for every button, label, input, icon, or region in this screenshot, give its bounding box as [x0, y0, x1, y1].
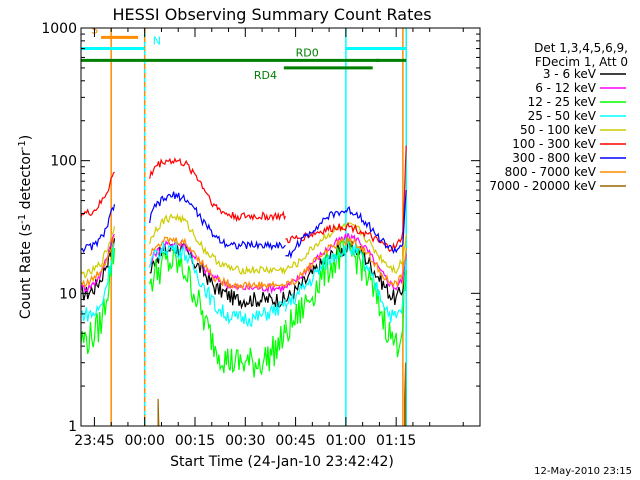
footer-date: 12-May-2010 23:15: [534, 466, 632, 477]
series-line-3: [149, 241, 287, 328]
series-line-1: [149, 239, 286, 295]
series-line-8: [404, 362, 407, 426]
series-line-4: [81, 226, 116, 279]
x-tick-label: 00:30: [225, 433, 265, 449]
legend-entry-label: 7000 - 20000 keV: [489, 179, 596, 193]
legend-header-line-2: FDecim 1, Att 0: [535, 55, 628, 69]
legend-entry-label: 25 - 50 keV: [528, 109, 597, 123]
y-axis-label-sup2: -1: [17, 140, 28, 150]
series-line-6: [149, 191, 286, 251]
series-line-7: [149, 236, 286, 291]
series-line-5: [149, 157, 287, 223]
series-line-5: [285, 145, 407, 253]
x-tick-label: 00:00: [125, 433, 165, 449]
series-line-6: [285, 190, 407, 260]
plot-frame: [80, 27, 481, 427]
x-tick-label: 00:15: [175, 433, 215, 449]
series-line-0: [285, 239, 407, 305]
x-tick-label: 00:45: [275, 433, 315, 449]
y-tick-label: 100: [50, 154, 77, 170]
legend-entry-label: 300 - 800 keV: [512, 151, 596, 165]
legend-entry-label: 800 - 7000 keV: [505, 165, 597, 179]
x-axis-label: Start Time (24-Jan-10 23:42:42): [170, 454, 394, 470]
axis-layer: 23:45 00:00 00:15 00:30 00:45 01:00 01:15 1 10 10…: [41, 21, 481, 449]
y-axis-label-sup1: -1: [17, 214, 28, 224]
legend-entry-label: 100 - 300 keV: [512, 137, 596, 151]
series-line-7: [284, 236, 407, 288]
status-flag-label: RD0: [296, 46, 319, 59]
legend-entry-label: 3 - 6 keV: [543, 67, 597, 81]
series-line-5: [81, 171, 115, 218]
legend-header-line-1: Det 1,3,4,5,6,9,: [534, 41, 628, 55]
legend-entry-label: 50 - 100 keV: [520, 123, 597, 137]
y-axis-label: Count Rate (s-1 detector-1): [17, 135, 34, 319]
x-tick-label: 01:15: [376, 433, 416, 449]
x-tick-label: 23:45: [74, 433, 114, 449]
y-tick-label: 10: [59, 286, 77, 302]
series-line-6: [81, 204, 116, 254]
status-flag-label: N: [153, 35, 161, 48]
legend-entry-label: 6 - 12 keV: [535, 81, 597, 95]
series-line-2: [149, 248, 287, 378]
annotation-layer: SNRD0RD4: [81, 28, 407, 426]
series-line-4: [149, 212, 287, 276]
y-axis-label-mid: detector: [18, 150, 34, 214]
y-tick-label: 1: [68, 419, 77, 435]
chart-title: HESSI Observing Summary Count Rates: [112, 5, 431, 24]
y-axis-label-end: ): [18, 135, 34, 140]
status-flag-label: RD4: [254, 69, 277, 82]
legend-entry-label: 12 - 25 keV: [528, 95, 597, 109]
series-line-3: [81, 242, 116, 322]
y-axis-label-main: Count Rate (s: [18, 224, 34, 319]
series-line-7: [81, 235, 115, 288]
legend: Det 1,3,4,5,6,9, FDecim 1, Att 0 3 - 6 k…: [489, 41, 628, 193]
series-line-8: [157, 398, 160, 426]
series-line-2: [81, 247, 116, 355]
y-tick-label: 1000: [41, 21, 77, 37]
x-tick-label: 01:00: [326, 433, 366, 449]
plot-area: SNRD0RD4: [81, 28, 407, 426]
series-layer: [81, 145, 407, 426]
